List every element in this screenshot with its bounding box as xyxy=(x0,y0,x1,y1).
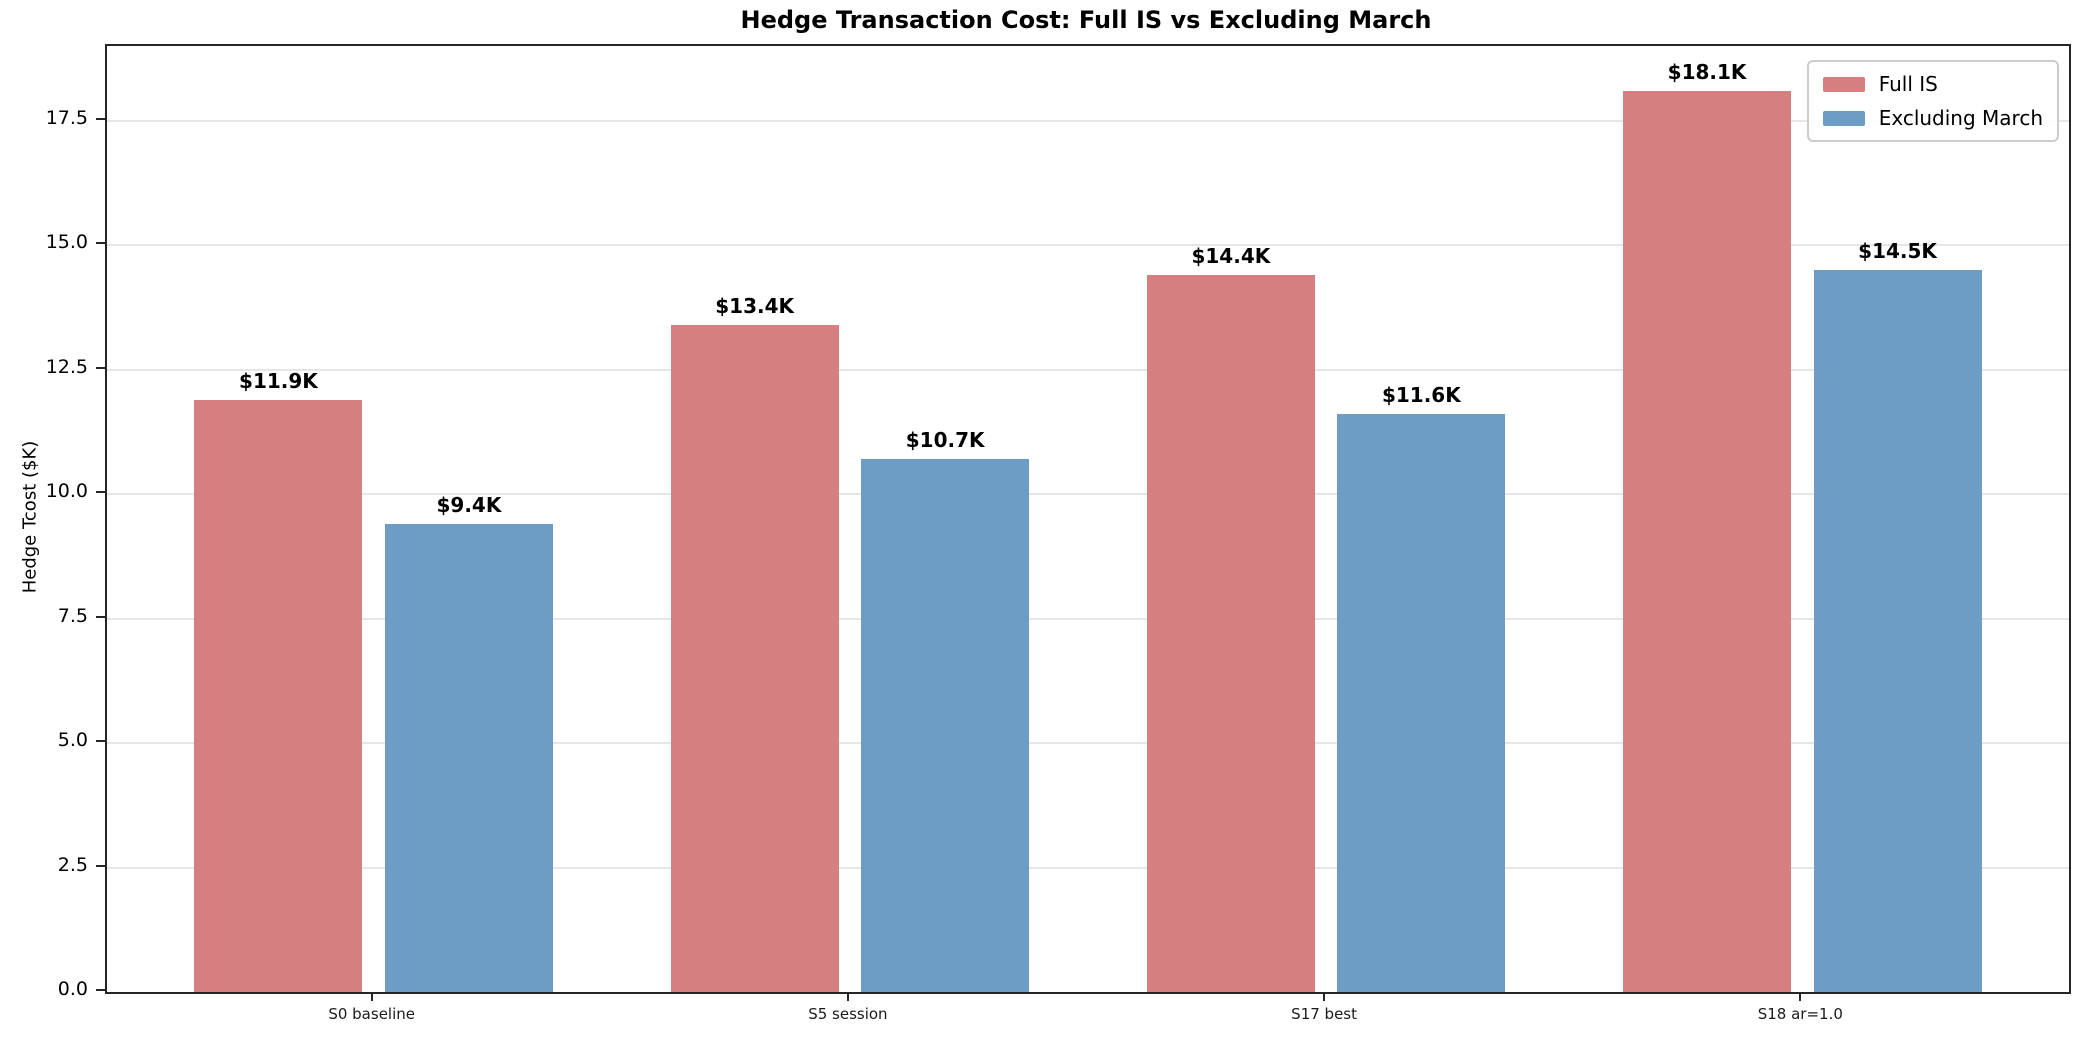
bar-excluding-march-s0-baseline xyxy=(384,523,553,992)
legend-entry-full-is: Full IS xyxy=(1822,72,2043,96)
y-tick-label: 7.5 xyxy=(57,604,88,627)
y-tick-mark xyxy=(96,366,105,369)
x-tick-label-3: S17 best xyxy=(1291,1005,1357,1023)
y-tick-mark xyxy=(96,864,105,867)
legend-label-excluding-march: Excluding March xyxy=(1878,106,2043,130)
bar-value-label: $10.7K xyxy=(905,428,985,453)
gridline-y-10 xyxy=(107,493,2069,496)
bar-full-is-s17-best xyxy=(1146,275,1315,992)
y-tick-label: 0.0 xyxy=(57,978,88,1000)
y-tick-mark xyxy=(96,615,105,618)
legend-label-full-is: Full IS xyxy=(1878,72,1938,96)
x-tick-label-1: S0 baseline xyxy=(328,1005,415,1023)
y-tick-mark xyxy=(96,242,105,245)
y-tick-label: 12.5 xyxy=(45,355,88,378)
gridline-y-5 xyxy=(107,742,2069,745)
y-tick-label: 10.0 xyxy=(45,480,88,503)
x-tick-mark xyxy=(1323,992,1326,1001)
y-tick-mark xyxy=(96,117,105,120)
bar-value-label: $11.9K xyxy=(239,368,318,393)
legend: Full IS Excluding March xyxy=(1806,60,2059,142)
legend-swatch-full-is xyxy=(1822,76,1865,92)
y-tick-label: 15.0 xyxy=(45,231,88,254)
legend-entry-excluding-march: Excluding March xyxy=(1822,106,2043,130)
bar-value-label: $13.4K xyxy=(715,293,795,318)
x-tick-mark xyxy=(1799,992,1802,1001)
chart-title: Hedge Transaction Cost: Full IS vs Exclu… xyxy=(740,6,1432,34)
bar-full-is-s5-session xyxy=(670,324,839,992)
bar-full-is-s0-baseline xyxy=(194,399,363,992)
y-tick-mark xyxy=(96,491,105,494)
y-tick-label: 2.5 xyxy=(57,853,88,876)
bar-value-label: $18.1K xyxy=(1667,59,1747,84)
y-tick-label: 17.5 xyxy=(45,106,88,129)
x-tick-mark xyxy=(846,992,849,1001)
gridline-y-7.5 xyxy=(107,617,2069,620)
bar-value-label: $14.5K xyxy=(1858,239,1937,264)
y-tick-label: 5.0 xyxy=(57,729,88,752)
y-axis-label: Hedge Tcost ($K) xyxy=(19,440,41,594)
bar-value-label: $14.4K xyxy=(1191,244,1271,269)
bar-excluding-march-s5-session xyxy=(861,459,1030,992)
bar-value-label: $11.6K xyxy=(1381,383,1461,408)
plot-area: Full IS Excluding March $11.9K $13.4K $14.… xyxy=(105,44,2071,994)
bar-full-is-s18-ar-1-0 xyxy=(1623,90,1792,992)
bar-value-label: $9.4K xyxy=(436,492,502,517)
gridline-y-2.5 xyxy=(107,866,2069,869)
bar-excluding-march-s18-ar-1-0 xyxy=(1813,270,1982,992)
gridline-y-17.5 xyxy=(107,119,2069,122)
legend-swatch-excluding-march xyxy=(1822,110,1865,126)
x-tick-mark xyxy=(370,992,373,1001)
gridline-y-12.5 xyxy=(107,368,2069,371)
x-tick-label-4: S18 ar=1.0 xyxy=(1757,1005,1843,1023)
x-tick-label-2: S5 session xyxy=(808,1005,888,1023)
y-tick-mark xyxy=(96,740,105,743)
bar-excluding-march-s17-best xyxy=(1337,414,1506,992)
gridline-y-15 xyxy=(107,244,2069,247)
y-tick-mark xyxy=(96,989,105,991)
